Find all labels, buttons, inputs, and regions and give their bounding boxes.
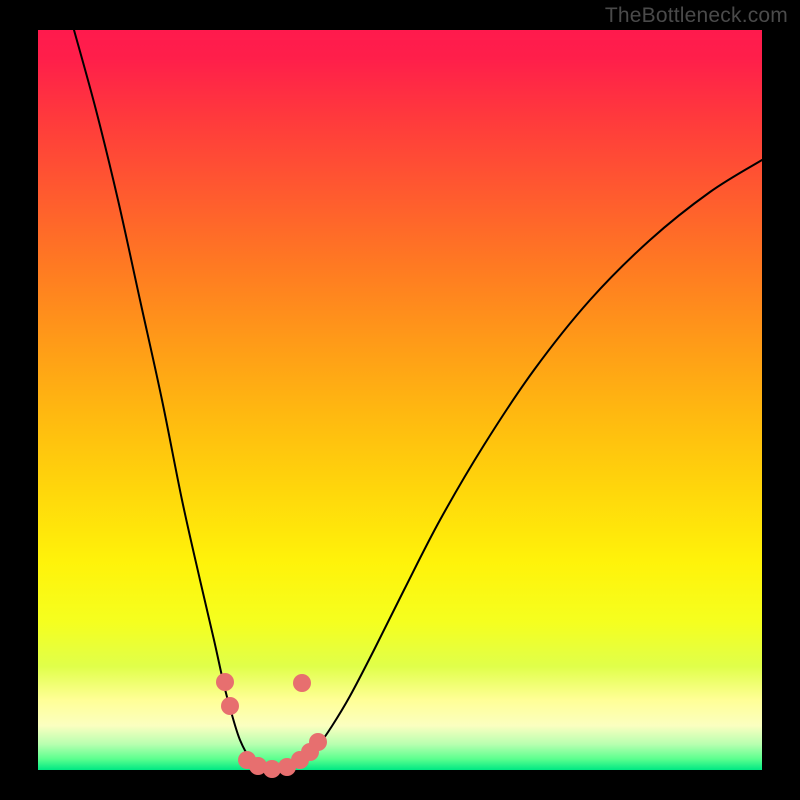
data-marker xyxy=(216,673,234,691)
plot-background xyxy=(38,30,762,770)
data-marker xyxy=(309,733,327,751)
data-marker xyxy=(221,697,239,715)
data-marker xyxy=(293,674,311,692)
bottleneck-chart xyxy=(0,0,800,800)
chart-container: TheBottleneck.com xyxy=(0,0,800,800)
